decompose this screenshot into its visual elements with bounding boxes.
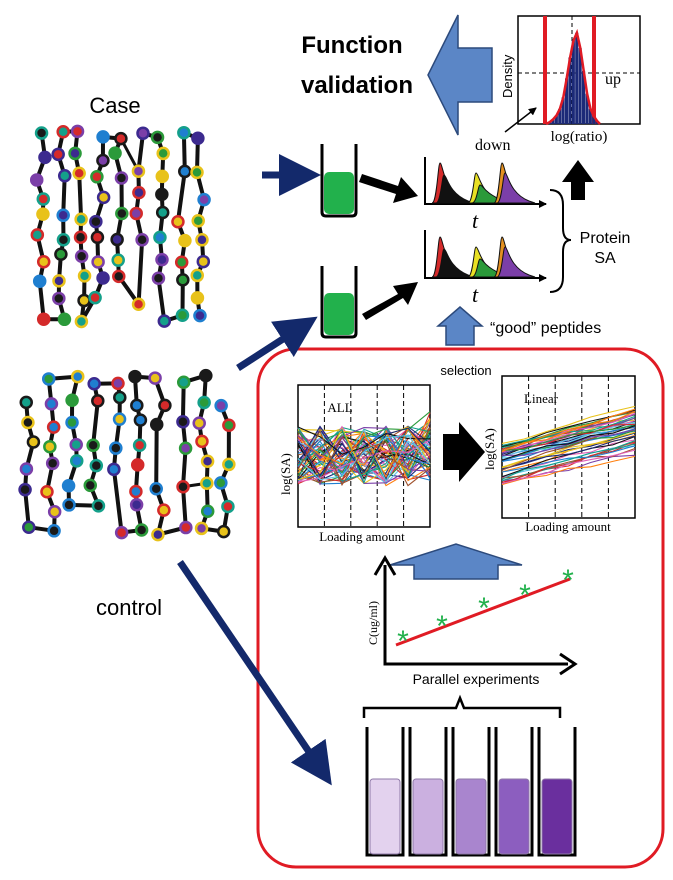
- t-label-bottom: t: [472, 282, 479, 307]
- sa-label: SA: [594, 250, 616, 267]
- all-to-linear-arrow: [443, 422, 485, 482]
- function-validation-arrow: [427, 14, 493, 136]
- selection-box: [256, 347, 665, 869]
- log-sa-right-label: log(SA): [482, 428, 497, 470]
- control-to-tube-arrow: [236, 316, 318, 371]
- protein-label: Protein: [580, 230, 631, 247]
- tubes-bracket: [362, 694, 562, 718]
- linear-label: Linear: [524, 391, 559, 406]
- control-to-experiments-arrow: [177, 560, 332, 786]
- all-label: ALL: [327, 400, 352, 415]
- log-ratio-label: log(ratio): [551, 129, 608, 145]
- t-label-top: t: [472, 208, 479, 233]
- up-label: up: [605, 71, 621, 88]
- case-protein-network: [29, 124, 211, 329]
- control-label: control: [96, 595, 162, 620]
- control-protein-network: [18, 368, 236, 542]
- calibration-point-asterisk: *: [562, 564, 574, 597]
- calibration-point-asterisk: *: [519, 579, 531, 612]
- linear-peptides-plot: [501, 375, 636, 519]
- parallel-tubes: [365, 727, 577, 857]
- calibration-plot: * * * * *: [373, 555, 578, 676]
- parallel-label: Parallel experiments: [413, 671, 540, 687]
- log-sa-left-label: log(SA): [278, 453, 293, 495]
- control-chromatogram: [424, 230, 547, 282]
- down-pointer-arrow: [504, 107, 537, 133]
- to-density-arrow: [562, 160, 594, 200]
- chromatogram-bracket: [549, 189, 572, 293]
- loading-left-label: Loading amount: [319, 529, 405, 544]
- experiment-tube: [451, 727, 491, 857]
- calibration-point-asterisk: *: [436, 610, 448, 643]
- down-label: down: [475, 137, 511, 154]
- density-axis-label: Density: [500, 54, 515, 98]
- calibration-point-asterisk: *: [397, 625, 409, 658]
- fit-line: [395, 577, 571, 647]
- navy-arrows: [177, 154, 332, 786]
- selection-label: selection: [440, 363, 491, 378]
- case-chromatogram: [424, 157, 547, 208]
- calibration-to-selection-arrow: [389, 543, 523, 580]
- calibration-point-asterisk: *: [478, 592, 490, 625]
- case-label: Case: [89, 93, 140, 118]
- good-peptides-label: “good” peptides: [490, 320, 601, 337]
- density-plot: [517, 15, 641, 126]
- function-label: Function: [301, 32, 402, 59]
- control-tube-to-chromatogram-arrow: [362, 282, 418, 320]
- all-peptides-plot: [297, 384, 431, 528]
- experiment-tube: [408, 727, 448, 857]
- case-tube-to-chromatogram-arrow: [359, 174, 418, 203]
- experiment-tube: [365, 727, 405, 857]
- experiment-tube: [537, 727, 577, 857]
- c-ug-ml-label: C(ug/ml): [366, 601, 380, 645]
- case-tube: [320, 144, 358, 218]
- good-peptides-arrow: [435, 306, 485, 346]
- loading-right-label: Loading amount: [525, 519, 611, 534]
- validation-label: validation: [301, 72, 413, 99]
- experiment-tube: [494, 727, 534, 857]
- control-tube: [320, 266, 358, 339]
